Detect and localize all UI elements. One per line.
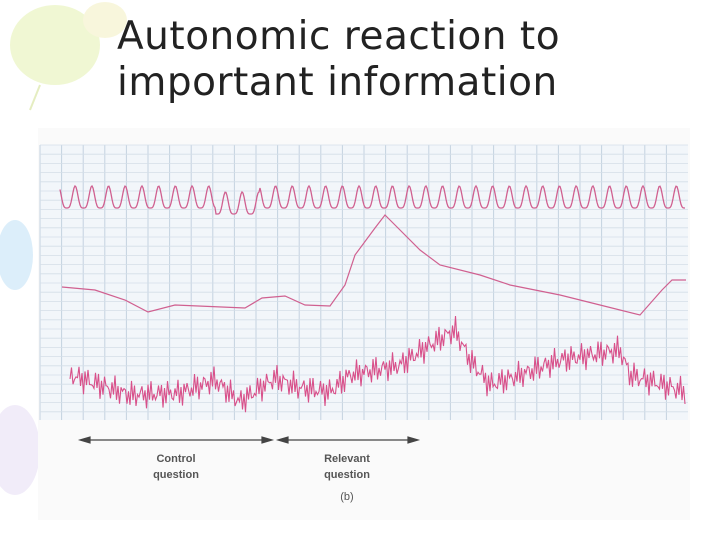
arrows [77, 436, 421, 444]
relevant-label: Relevant question [324, 453, 370, 481]
respiration-trace [59, 184, 685, 215]
polygraph-traces [59, 184, 686, 413]
slide-title: Autonomic reaction to important informat… [117, 14, 561, 105]
decoration [0, 2, 127, 495]
cardio-trace [69, 315, 686, 413]
panel-label: (b) [340, 491, 354, 503]
control-label: Control question [153, 453, 199, 481]
gsr-trace [61, 214, 686, 316]
